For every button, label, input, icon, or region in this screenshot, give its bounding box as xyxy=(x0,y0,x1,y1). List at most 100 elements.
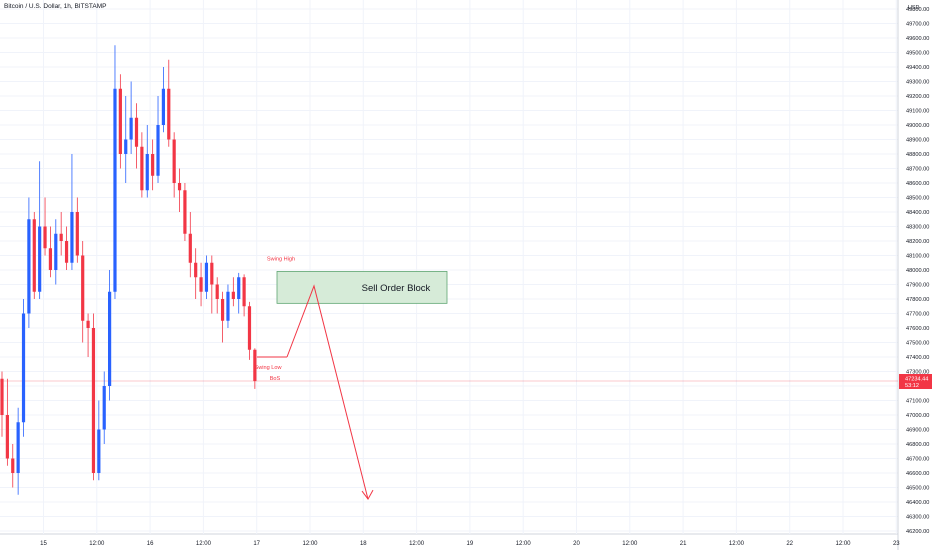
candle-body xyxy=(231,291,235,299)
y-tick-label: 46800.00 xyxy=(906,442,929,448)
candle-body xyxy=(156,125,160,176)
y-tick-label: 47500.00 xyxy=(906,341,929,347)
x-tick-label: 12:00 xyxy=(196,541,212,547)
swing-high-label: Swing High xyxy=(267,256,295,262)
candle-body xyxy=(21,313,26,423)
candle-body xyxy=(215,284,219,299)
candle-body xyxy=(11,458,15,473)
candle-body xyxy=(91,328,96,473)
candle-body xyxy=(75,212,79,256)
candle-body xyxy=(64,241,69,263)
chart-title: Bitcoin / U.S. Dollar, 1h, BITSTAMP xyxy=(4,3,107,10)
candle-body xyxy=(124,139,128,154)
currency-label: USD xyxy=(908,5,919,11)
candle-body xyxy=(172,139,176,183)
sell-order-block xyxy=(276,271,448,304)
candle-body xyxy=(108,291,112,386)
x-tick-label: 18 xyxy=(360,541,367,547)
candle-body xyxy=(151,154,155,176)
candle-body xyxy=(38,226,42,292)
x-tick-label: 12:00 xyxy=(409,541,425,547)
y-tick-label: 49500.00 xyxy=(906,51,929,57)
y-tick-label: 47800.00 xyxy=(906,297,929,303)
y-tick-label: 47400.00 xyxy=(906,355,929,361)
projection-path xyxy=(286,284,369,500)
y-tick-label: 46600.00 xyxy=(906,471,929,477)
candle-body xyxy=(183,190,187,234)
candle-body xyxy=(145,154,149,191)
y-tick-label: 49000.00 xyxy=(906,123,929,129)
price-badge-value: 47234.44 xyxy=(905,377,928,383)
y-tick-label: 46700.00 xyxy=(906,457,929,463)
x-tick-label: 21 xyxy=(680,541,687,547)
x-tick-label: 17 xyxy=(253,541,260,547)
candle-body xyxy=(134,117,139,147)
x-tick-label: 12:00 xyxy=(729,541,745,547)
candle-body xyxy=(129,117,133,140)
y-tick-label: 48300.00 xyxy=(906,225,929,231)
candle-body xyxy=(237,277,241,299)
order-block-label: Sell Order Block xyxy=(362,283,431,294)
y-tick-label: 46200.00 xyxy=(906,529,929,535)
x-tick-label: 12:00 xyxy=(516,541,532,547)
x-tick-label: 15 xyxy=(40,541,47,547)
candle-body xyxy=(97,429,101,473)
candle-body xyxy=(0,378,4,415)
candle-body xyxy=(140,146,144,191)
y-tick-label: 49200.00 xyxy=(906,94,929,100)
price-badge xyxy=(899,374,932,390)
y-tick-label: 46400.00 xyxy=(906,500,929,506)
candle-body xyxy=(48,248,53,270)
x-tick-label: 12:00 xyxy=(302,541,318,547)
candle-body xyxy=(113,88,117,292)
candle-body xyxy=(81,255,85,321)
candle-body xyxy=(226,291,230,321)
y-tick-label: 49700.00 xyxy=(906,22,929,28)
x-tick-label: 12:00 xyxy=(835,541,851,547)
candle-body xyxy=(59,233,63,241)
y-tick-label: 49300.00 xyxy=(906,80,929,86)
candle-body xyxy=(167,88,171,140)
candle-body xyxy=(210,262,214,285)
y-tick-label: 47700.00 xyxy=(906,312,929,318)
candle-body xyxy=(118,88,122,154)
x-tick-label: 19 xyxy=(467,541,474,547)
candle-body xyxy=(242,277,246,307)
candle-body xyxy=(199,277,203,292)
x-tick-label: 23 xyxy=(893,541,900,547)
y-tick-label: 49800.00 xyxy=(906,7,929,13)
candle-body xyxy=(5,415,9,459)
y-tick-label: 47900.00 xyxy=(906,283,929,289)
y-tick-label: 47000.00 xyxy=(906,413,929,419)
x-tick-label: 16 xyxy=(147,541,154,547)
y-tick-label: 48500.00 xyxy=(906,196,929,202)
candle-body xyxy=(43,226,47,249)
y-tick-label: 48100.00 xyxy=(906,254,929,260)
x-tick-label: 12:00 xyxy=(622,541,638,547)
candle-body xyxy=(102,386,106,430)
y-tick-label: 49400.00 xyxy=(906,65,929,71)
y-tick-label: 48800.00 xyxy=(906,152,929,158)
y-tick-label: 48600.00 xyxy=(906,181,929,187)
bos-label: BoS xyxy=(270,376,281,382)
candle-body xyxy=(247,306,252,350)
y-tick-label: 48200.00 xyxy=(906,239,929,245)
x-tick-label: 22 xyxy=(786,541,793,547)
y-tick-label: 46500.00 xyxy=(906,486,929,492)
swing-low-label: Swing Low xyxy=(254,365,282,371)
candle-body xyxy=(253,349,257,382)
candle-body xyxy=(220,299,225,321)
y-tick-label: 48700.00 xyxy=(906,167,929,173)
x-tick-label: 20 xyxy=(573,541,580,547)
y-tick-label: 49600.00 xyxy=(906,36,929,42)
y-tick-label: 47100.00 xyxy=(906,399,929,405)
projection-arrowhead xyxy=(361,489,374,501)
candle-body xyxy=(54,233,58,270)
x-tick-label: 12:00 xyxy=(89,541,105,547)
candle-body xyxy=(194,262,198,278)
candle-body xyxy=(86,320,90,328)
y-tick-label: 49100.00 xyxy=(906,109,929,115)
price-badge-countdown: 53:12 xyxy=(905,383,919,389)
candle-body xyxy=(188,233,192,263)
